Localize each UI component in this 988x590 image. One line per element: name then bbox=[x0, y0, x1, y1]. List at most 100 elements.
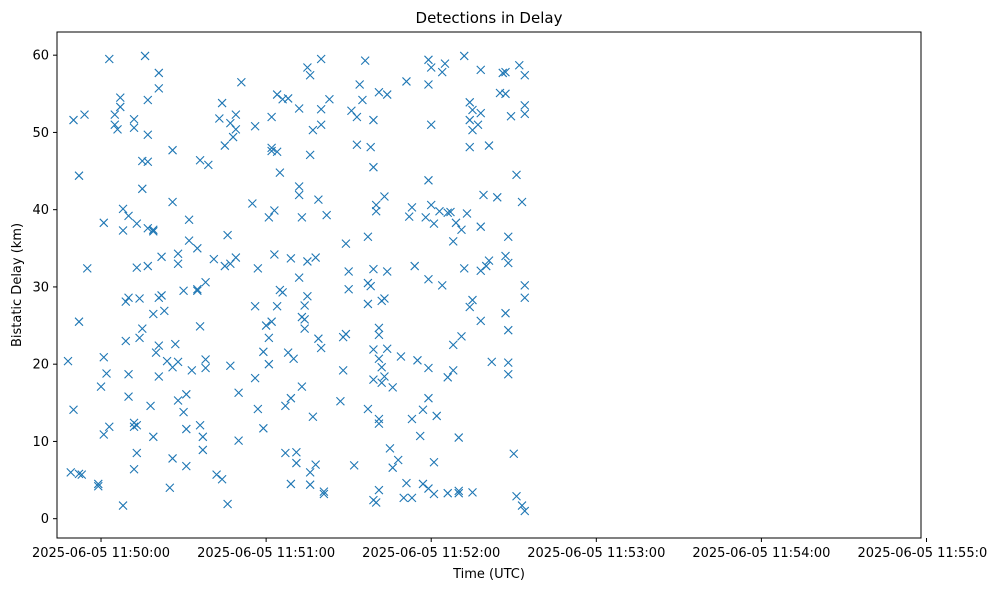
data-point bbox=[132, 219, 142, 228]
data-point bbox=[517, 501, 527, 510]
data-point bbox=[165, 483, 175, 493]
data-point bbox=[272, 301, 282, 311]
data-point bbox=[168, 454, 177, 463]
data-point bbox=[69, 115, 78, 125]
data-point bbox=[228, 132, 238, 142]
data-point bbox=[448, 236, 458, 246]
data-point bbox=[314, 195, 323, 205]
data-point bbox=[424, 80, 433, 89]
data-point bbox=[294, 104, 304, 113]
data-point bbox=[316, 120, 326, 130]
data-point bbox=[253, 404, 263, 414]
data-point bbox=[382, 90, 392, 99]
data-point bbox=[503, 325, 513, 335]
data-point bbox=[520, 101, 530, 110]
y-tick-label: 60 bbox=[32, 49, 49, 64]
data-point bbox=[366, 281, 376, 291]
data-point bbox=[377, 378, 387, 388]
data-point bbox=[77, 470, 87, 480]
data-point bbox=[231, 124, 241, 134]
data-point bbox=[448, 365, 458, 375]
data-point bbox=[468, 105, 477, 115]
data-point bbox=[437, 67, 447, 77]
y-axis-label: Bistatic Delay (km) bbox=[10, 223, 25, 347]
y-axis: 0 10 20 30 40 50 60 bbox=[32, 49, 57, 527]
data-point bbox=[374, 354, 384, 364]
data-point bbox=[314, 334, 323, 344]
data-point bbox=[143, 223, 153, 233]
data-point bbox=[308, 412, 318, 422]
data-point bbox=[316, 54, 326, 64]
data-point bbox=[503, 258, 513, 268]
data-point bbox=[115, 93, 125, 103]
data-point bbox=[440, 59, 450, 69]
data-point bbox=[264, 213, 274, 222]
data-point bbox=[303, 257, 312, 266]
data-point bbox=[115, 102, 125, 112]
data-point bbox=[140, 51, 150, 61]
data-point bbox=[374, 87, 384, 97]
data-point bbox=[267, 112, 277, 122]
data-point bbox=[424, 393, 433, 403]
data-point bbox=[289, 354, 299, 364]
data-point bbox=[426, 200, 436, 210]
data-point bbox=[80, 110, 89, 120]
data-point bbox=[451, 218, 461, 228]
data-point bbox=[148, 309, 158, 319]
data-point bbox=[236, 77, 246, 87]
data-point bbox=[280, 448, 290, 458]
data-point bbox=[338, 365, 348, 375]
data-point bbox=[99, 218, 109, 228]
data-point bbox=[261, 321, 271, 330]
data-point bbox=[113, 124, 122, 134]
data-point bbox=[129, 422, 139, 432]
data-point bbox=[402, 77, 411, 86]
data-point bbox=[520, 109, 530, 119]
data-points bbox=[63, 51, 530, 516]
data-point bbox=[223, 230, 232, 240]
data-point bbox=[154, 84, 164, 93]
data-point bbox=[300, 314, 310, 324]
data-point bbox=[181, 461, 191, 471]
data-point bbox=[297, 213, 307, 222]
data-point bbox=[371, 200, 381, 210]
data-point bbox=[465, 115, 475, 125]
data-point bbox=[198, 445, 208, 455]
data-point bbox=[344, 267, 354, 276]
data-point bbox=[253, 264, 263, 273]
data-point bbox=[465, 302, 475, 312]
data-point bbox=[498, 68, 508, 78]
data-point bbox=[294, 273, 304, 283]
data-point bbox=[214, 114, 224, 123]
data-point bbox=[104, 54, 114, 64]
x-tick-label: 2025-06-05 11:54:00 bbox=[692, 546, 830, 561]
data-point bbox=[396, 352, 406, 361]
data-point bbox=[457, 225, 466, 235]
data-point bbox=[479, 190, 488, 200]
data-point bbox=[292, 447, 301, 457]
data-point bbox=[374, 485, 384, 495]
data-point bbox=[154, 341, 164, 351]
data-point bbox=[462, 209, 472, 218]
data-point bbox=[506, 111, 516, 121]
data-point bbox=[520, 70, 530, 80]
y-tick-label: 20 bbox=[32, 358, 49, 373]
data-point bbox=[352, 140, 362, 150]
data-point bbox=[303, 291, 312, 301]
data-point bbox=[454, 433, 464, 442]
data-point bbox=[424, 55, 433, 65]
data-point bbox=[393, 455, 403, 465]
data-point bbox=[220, 141, 230, 150]
data-point bbox=[380, 372, 389, 381]
data-point bbox=[198, 432, 208, 442]
data-point bbox=[308, 125, 318, 135]
data-point bbox=[231, 253, 241, 262]
data-point bbox=[492, 192, 502, 202]
data-point bbox=[426, 63, 436, 72]
data-point bbox=[476, 316, 486, 326]
data-point bbox=[429, 489, 439, 499]
data-point bbox=[454, 486, 464, 496]
data-point bbox=[374, 414, 384, 424]
data-point bbox=[170, 339, 180, 349]
data-point bbox=[181, 389, 191, 399]
